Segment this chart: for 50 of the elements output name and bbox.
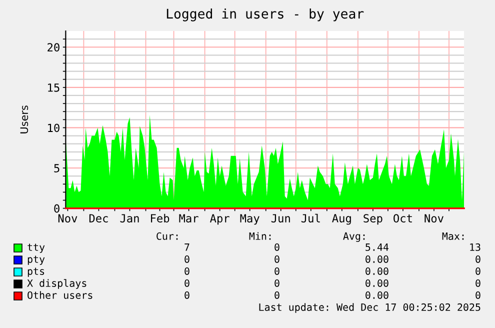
x-tick-label: Sep	[364, 214, 382, 225]
text: 5.44	[366, 243, 389, 251]
text: Max:	[442, 232, 464, 240]
text: 0.00	[366, 255, 388, 263]
text: 13	[470, 243, 480, 251]
y-tick-label: 5	[54, 164, 60, 172]
text: 0	[184, 279, 190, 287]
x-tick-label: Jan	[120, 214, 139, 223]
text: 0.00	[366, 291, 388, 299]
text: 0	[476, 267, 480, 275]
legend-label: X displays	[27, 279, 86, 289]
text: 0	[476, 291, 480, 299]
y-tick-label: 10	[48, 124, 60, 132]
x-tick-label: Oct	[394, 214, 412, 223]
x-tick-label: Apr	[210, 214, 230, 225]
text: 0	[274, 291, 280, 299]
y-axis-title: Users	[20, 106, 28, 134]
x-tick-label: Mar	[179, 214, 198, 223]
x-tick-label: Jun	[271, 214, 290, 223]
x-tick-label: Nov	[424, 214, 444, 223]
legend-label: Other users	[28, 291, 92, 299]
text: 7	[184, 243, 190, 251]
y-tick-label: 20	[48, 43, 60, 52]
text: Min:	[249, 232, 271, 240]
legend-label: pty	[28, 256, 45, 265]
x-tick-label: May	[240, 214, 260, 225]
legend-label: pts	[28, 268, 44, 277]
text: Last update: Wed Dec 17 00:25:02 2025	[259, 303, 480, 313]
text: 0	[184, 267, 190, 275]
x-tick-label: Aug	[332, 214, 351, 225]
text: 0	[476, 255, 480, 263]
y-tick-label: 15	[48, 84, 60, 92]
text: 0	[274, 255, 280, 263]
x-tick-label: Nov	[58, 214, 78, 223]
text: 0	[274, 243, 280, 251]
x-tick-label: Jul	[301, 214, 320, 223]
text: Avg:	[343, 232, 365, 242]
legend-label: tty	[28, 244, 45, 253]
x-tick-label: Feb	[151, 214, 170, 223]
text: 0.00	[366, 279, 388, 287]
chart-title: Logged in users - by year	[166, 8, 364, 22]
text: 0	[184, 291, 190, 299]
x-tick-label: Dec	[89, 214, 108, 223]
text: 0	[184, 255, 190, 263]
text: 0.00	[366, 267, 388, 275]
text: 0	[476, 279, 480, 287]
text: 0	[274, 279, 280, 287]
text: Cur:	[156, 232, 178, 240]
y-tick-label: 0	[54, 204, 60, 213]
text: 0	[274, 267, 280, 275]
